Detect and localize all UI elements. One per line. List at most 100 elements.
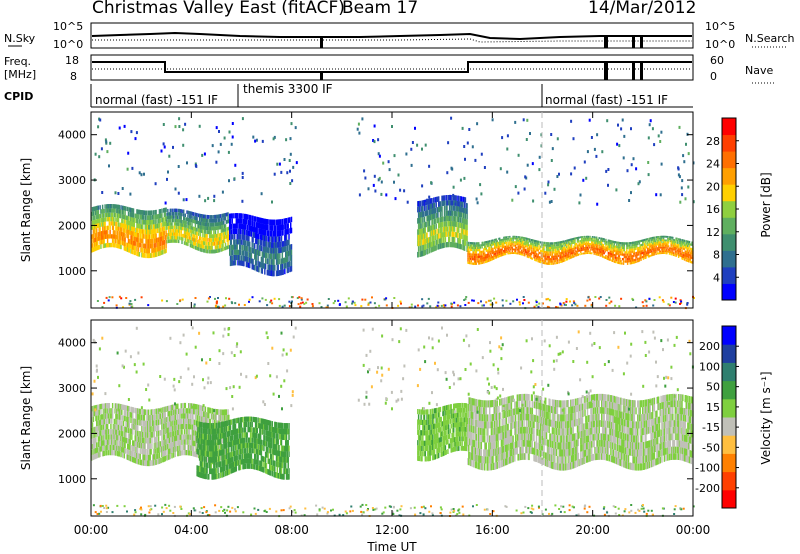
power-echo-cell <box>243 250 245 256</box>
power-echo-cell <box>116 234 118 240</box>
power-speckle <box>686 302 689 304</box>
power-echo-cell <box>178 226 180 230</box>
power-echo-cell <box>575 254 578 257</box>
power-echo-cell <box>214 237 217 242</box>
power-speckle <box>674 297 677 300</box>
power-echo-cell <box>639 244 641 247</box>
power-echo-cell <box>688 260 690 263</box>
power-echo-cell <box>148 248 151 254</box>
power-echo-cell <box>473 253 476 256</box>
power-echo-cell <box>519 240 522 243</box>
power-echo-cell <box>486 240 488 244</box>
power-echo-cell <box>143 253 146 258</box>
power-echo-cell <box>557 246 559 249</box>
power-echo-cell <box>588 244 590 247</box>
power-echo-cell <box>640 252 642 255</box>
power-echo-cell <box>685 242 687 245</box>
power-echo-cell <box>276 264 279 271</box>
power-echo-cell <box>464 197 467 203</box>
power-echo-cell <box>168 232 171 237</box>
power-echo-cell <box>641 252 643 255</box>
power-echo-cell <box>427 226 429 233</box>
power-echo-cell <box>568 239 570 242</box>
power-echo-cell <box>672 240 675 243</box>
power-echo-cell <box>237 254 239 261</box>
power-echo-cell <box>149 224 151 230</box>
power-echo-cell <box>638 259 641 262</box>
power-echo-cell <box>429 203 432 210</box>
power-echo-cell <box>691 256 693 260</box>
power-echo-cell <box>473 242 475 245</box>
power-echo-cell <box>647 242 649 245</box>
power-echo-cell <box>92 211 95 216</box>
nsky-gap-1 <box>320 36 323 48</box>
power-echo-cell <box>238 249 240 255</box>
power-echo-cell <box>524 239 526 242</box>
power-speckle <box>305 301 308 304</box>
power-speckle <box>436 304 439 307</box>
power-echo-cell <box>168 215 171 219</box>
power-echo-cell <box>226 227 228 231</box>
power-echo-cell <box>596 240 599 243</box>
power-echo-cell <box>252 264 254 270</box>
power-echo-cell <box>630 244 632 247</box>
power-echo-cell <box>690 252 692 255</box>
power-echo-cell <box>690 243 692 246</box>
power-echo-cell <box>587 243 590 245</box>
power-speckle <box>278 298 281 301</box>
power-echo-cell <box>152 238 154 244</box>
power-echo-cell <box>514 250 516 253</box>
power-echo-cell <box>649 254 651 257</box>
power-echo-cell <box>242 260 244 267</box>
power-echo-cell <box>132 217 135 223</box>
power-echo-cell <box>497 249 499 252</box>
power-echo-cell <box>266 247 269 253</box>
power-echo-cell <box>224 216 227 221</box>
power-echo-cell <box>121 210 124 215</box>
power-echo-cell <box>543 248 545 251</box>
power-echo-cell <box>524 248 526 251</box>
power-echo-cell <box>249 231 252 237</box>
power-echo-cell <box>423 205 426 212</box>
power-echo-cell <box>604 240 606 243</box>
power-speckle <box>122 306 124 309</box>
power-echo-cell <box>94 206 96 211</box>
power-echo-cell <box>596 250 599 252</box>
power-echo-cell <box>268 270 270 276</box>
power-echo-cell <box>270 242 273 248</box>
power-echo-cell <box>662 244 665 247</box>
power-echo-cell <box>688 258 690 261</box>
power-echo-cell <box>106 230 109 235</box>
power-echo-cell <box>182 219 184 224</box>
power-echo-cell <box>157 228 159 233</box>
power-echo-cell <box>475 244 478 247</box>
power-echo-cell <box>256 216 258 223</box>
power-echo-cell <box>120 209 122 214</box>
power-echo-cell <box>475 242 478 245</box>
power-echo-cell <box>167 232 170 237</box>
power-echo-cell <box>193 219 196 224</box>
power-echo-cell <box>172 215 174 219</box>
power-echo-cell <box>124 224 126 229</box>
power-echo-cell <box>211 226 213 231</box>
power-speckle <box>652 304 655 307</box>
power-echo-cell <box>565 250 567 253</box>
power-echo-cell <box>666 235 668 238</box>
power-speckle <box>147 304 150 307</box>
power-echo-cell <box>253 264 255 271</box>
power-echo-cell <box>688 254 691 257</box>
power-echo-cell <box>145 215 147 221</box>
power-echo-cell <box>217 229 219 234</box>
power-echo-cell <box>254 243 256 249</box>
power-echo-cell <box>229 224 232 230</box>
power-echo-cell <box>254 232 256 238</box>
power-echo-cell <box>250 231 253 237</box>
power-echo-cell <box>154 243 156 248</box>
power-echo-cell <box>254 265 256 271</box>
power-echo-cell <box>524 254 526 257</box>
power-echo-cell <box>587 235 590 238</box>
power-echo-cell <box>269 264 271 271</box>
power-echo-cell <box>223 217 225 221</box>
power-echo-cell <box>94 237 96 243</box>
